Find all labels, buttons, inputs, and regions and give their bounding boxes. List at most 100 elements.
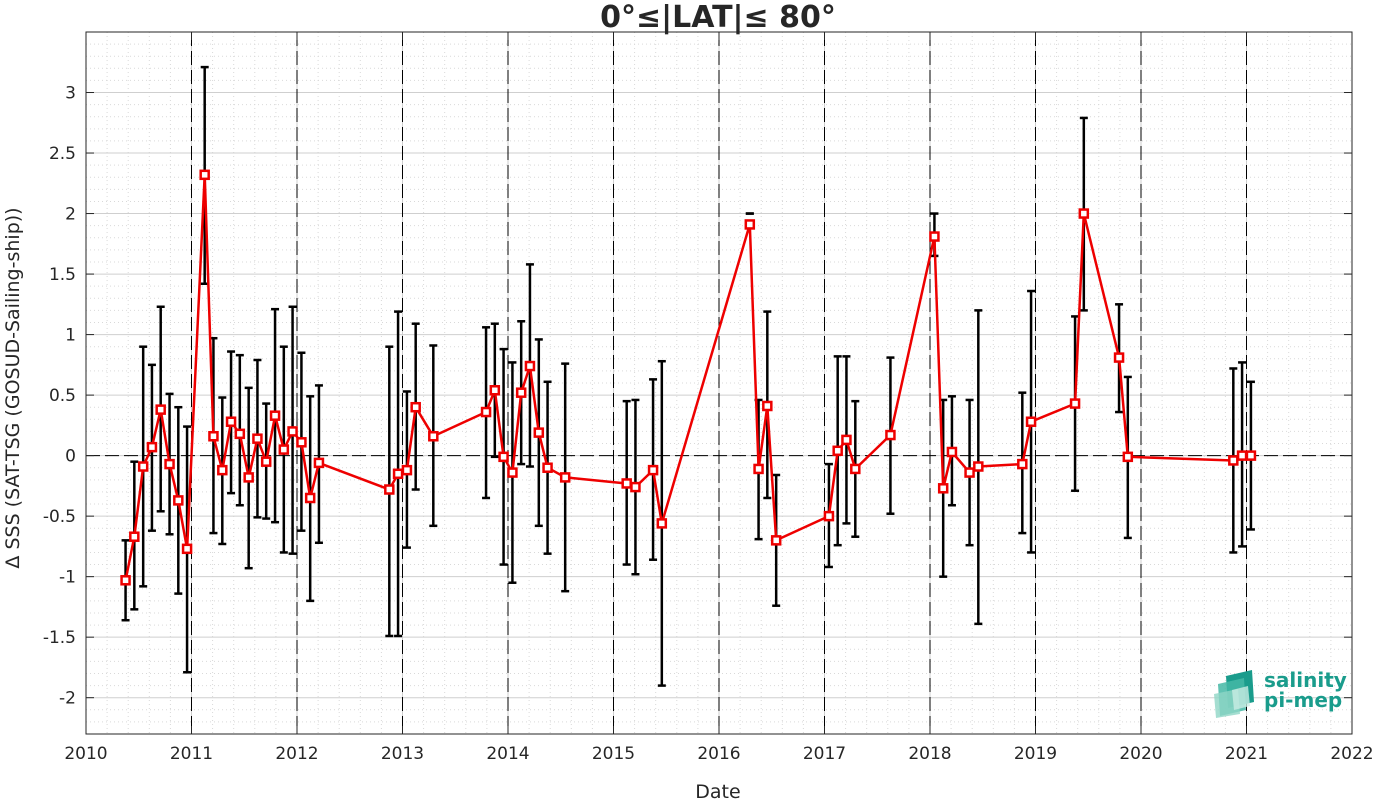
y-tick-label: -2 <box>59 689 76 709</box>
data-point <box>832 445 843 457</box>
data-point <box>269 410 281 421</box>
x-axis-label: Date <box>695 781 740 801</box>
x-tick-label: 2019 <box>1014 744 1057 764</box>
y-axis-label: Δ SSS (SAT-TSG (GOSUD-Sailing-ship)) <box>2 207 24 568</box>
data-point <box>762 400 773 412</box>
data-point <box>823 510 835 522</box>
data-point <box>401 464 413 476</box>
x-tick-label: 2011 <box>170 744 213 764</box>
data-point <box>304 492 316 504</box>
x-tick-label: 2014 <box>486 744 529 764</box>
x-tick-label: 2017 <box>803 744 846 764</box>
data-point <box>542 462 553 473</box>
axes-layer <box>85 31 1353 735</box>
y-tick-label: 0 <box>65 447 76 467</box>
y-tick-labels: -2 -1.5 -1 -0.5 0 0.5 1 1.5 2 2.5 3 <box>43 84 76 709</box>
salinity-pi-mep-logo: salinity pi-mep <box>1214 668 1347 718</box>
data-point <box>1113 352 1125 363</box>
data-point <box>770 535 782 546</box>
data-point <box>621 478 632 489</box>
data-point <box>524 360 536 372</box>
data-point <box>647 464 659 476</box>
y-tick-label: 3 <box>65 84 76 104</box>
x-tick-label: 2022 <box>1330 744 1373 764</box>
data-point <box>1017 458 1028 470</box>
data-point <box>428 431 439 442</box>
data-point <box>296 437 307 448</box>
data-point <box>630 481 641 493</box>
x-tick-label: 2016 <box>697 744 740 764</box>
data-point <box>946 446 958 458</box>
y-tick-label: 1.5 <box>49 265 76 285</box>
data-point <box>217 464 228 476</box>
data-point <box>753 463 764 475</box>
y-tick-label: -0.5 <box>43 507 76 527</box>
logo-line2: pi-mep <box>1264 688 1342 712</box>
logo-graphic <box>1214 670 1254 718</box>
data-point <box>234 428 246 440</box>
x-tick-label: 2015 <box>592 744 635 764</box>
data-point <box>164 458 175 470</box>
logo-line1: salinity <box>1264 668 1347 692</box>
x-tick-label: 2018 <box>908 744 951 764</box>
data-point <box>392 468 404 480</box>
data-point <box>225 416 237 427</box>
y-tick-label: -1 <box>59 568 76 588</box>
y-tick-label: -1.5 <box>43 628 76 648</box>
data-point <box>129 531 140 542</box>
data-point <box>885 429 896 441</box>
data-point <box>278 444 290 455</box>
data-point <box>1078 208 1090 219</box>
data-point <box>287 426 298 437</box>
data-point <box>973 461 984 472</box>
data-point <box>146 441 158 453</box>
y-tick-label: 2 <box>65 205 76 225</box>
data-point <box>841 434 852 446</box>
data-point <box>1228 455 1239 466</box>
data-point <box>137 461 149 472</box>
data-point <box>155 404 166 415</box>
data-point <box>1069 398 1081 409</box>
zero-line-layer <box>86 32 1352 734</box>
x-tick-labels: 2010 2011 2012 2013 2014 2015 2016 2017 2018 2019… <box>64 744 1373 764</box>
data-point <box>120 575 131 586</box>
data-point <box>964 467 975 478</box>
data-point <box>480 406 492 418</box>
data-point <box>515 387 527 398</box>
data-point <box>498 451 509 463</box>
data-point <box>1122 451 1134 463</box>
data-point <box>656 518 668 529</box>
data-point <box>489 385 501 396</box>
data-point <box>1025 416 1037 427</box>
x-tick-label: 2020 <box>1119 744 1162 764</box>
chart-title: 0°≤|LAT|≤ 80° <box>600 0 836 35</box>
y-tick-label: 0.5 <box>49 386 76 406</box>
data-point <box>313 457 325 469</box>
x-tick-label: 2012 <box>275 744 318 764</box>
data-point <box>173 495 184 506</box>
data-point <box>252 433 263 444</box>
data-point <box>533 427 545 438</box>
x-tick-label: 2013 <box>381 744 424 764</box>
y-tick-label: 2.5 <box>49 144 76 164</box>
x-tick-label: 2021 <box>1225 744 1268 764</box>
data-point <box>507 467 518 478</box>
data-point <box>181 543 193 555</box>
data-point <box>384 484 395 495</box>
data-point <box>199 169 210 181</box>
data-point <box>410 401 421 413</box>
data-point <box>1236 450 1248 461</box>
y-tick-label: 1 <box>65 326 76 346</box>
data-point <box>929 231 940 242</box>
x-tick-label: 2010 <box>64 744 107 764</box>
data-point <box>850 463 861 475</box>
data-point <box>937 483 949 494</box>
data-point <box>1245 450 1257 461</box>
data-point <box>744 219 756 230</box>
data-point <box>559 472 571 483</box>
marker-layer <box>120 169 1257 586</box>
data-point <box>243 472 254 483</box>
data-point <box>208 431 219 442</box>
